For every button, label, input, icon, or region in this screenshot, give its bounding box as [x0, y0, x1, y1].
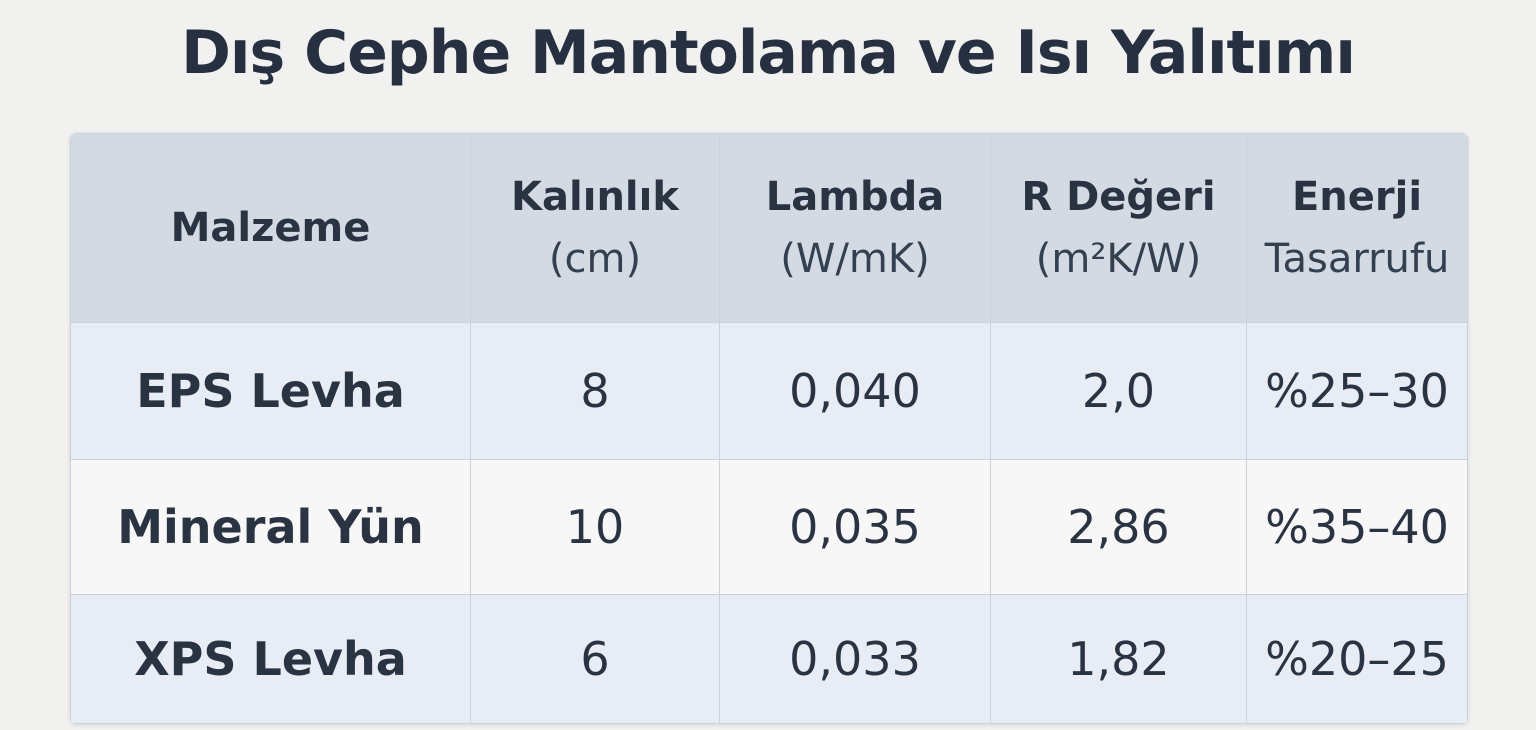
value-cell: 8 — [470, 322, 720, 460]
value-cell: %35–40 — [1246, 459, 1468, 595]
table-row: XPS Levha 6 0,033 1,82 %20–25 — [70, 594, 1468, 724]
column-header: Enerji Tasarrufu — [1246, 133, 1468, 323]
value-cell: 2,86 — [990, 459, 1247, 595]
column-header: R Değeri (m²K/W) — [990, 133, 1247, 323]
table-row: EPS Levha 8 0,040 2,0 %25–30 — [70, 322, 1468, 460]
header-text: (m²K/W) — [1035, 236, 1202, 282]
value-cell: 2,0 — [990, 322, 1247, 460]
column-header: Lambda (W/mK) — [719, 133, 991, 323]
header-text: Malzeme — [170, 205, 371, 251]
header-row: Malzeme Kalınlık (cm) Lambda (W/mK) R Değeri (… — [70, 133, 1468, 323]
column-header: Malzeme — [70, 133, 471, 323]
material-cell: EPS Levha — [70, 322, 471, 460]
insulation-table: Malzeme Kalınlık (cm) Lambda (W/mK) R Değeri (… — [70, 133, 1468, 724]
header-text: (W/mK) — [780, 236, 930, 282]
value-cell: 6 — [470, 594, 720, 724]
table-header: Malzeme Kalınlık (cm) Lambda (W/mK) R Değeri (… — [70, 133, 1468, 323]
table-row: Mineral Yün 10 0,035 2,86 %35–40 — [70, 459, 1468, 595]
value-cell: %25–30 — [1246, 322, 1468, 460]
header-text: Enerji — [1291, 174, 1423, 220]
material-cell: XPS Levha — [70, 594, 471, 724]
value-cell: 0,035 — [719, 459, 991, 595]
value-cell: 1,82 — [990, 594, 1247, 724]
header-text: R Değeri — [1021, 174, 1216, 220]
value-cell: 0,033 — [719, 594, 991, 724]
header-text: (cm) — [548, 236, 642, 282]
header-text: Tasarrufu — [1264, 236, 1450, 282]
header-text: Lambda — [765, 174, 945, 220]
material-cell: Mineral Yün — [70, 459, 471, 595]
value-cell: 0,040 — [719, 322, 991, 460]
title: Dış Cephe Mantolama ve Isı Yalıtımı — [181, 18, 1356, 88]
column-header: Kalınlık (cm) — [470, 133, 720, 323]
value-cell: 10 — [470, 459, 720, 595]
value-cell: %20–25 — [1246, 594, 1468, 724]
header-text: Kalınlık — [511, 174, 679, 220]
table-body: EPS Levha 8 0,040 2,0 %25–30 Mineral Yün 10 0,0… — [70, 322, 1468, 724]
